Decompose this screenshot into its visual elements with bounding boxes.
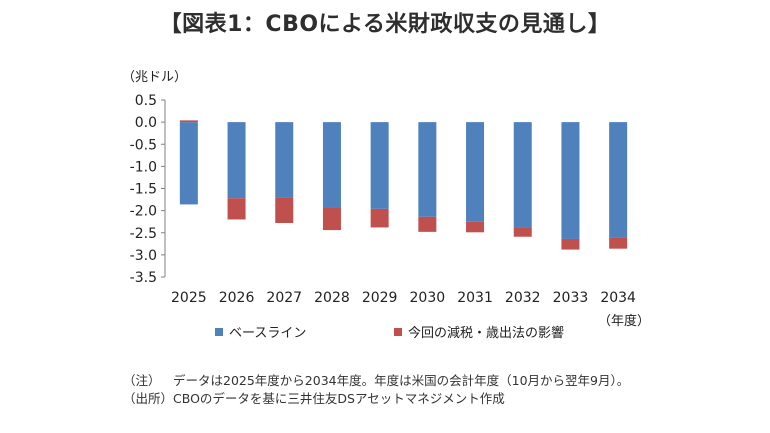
note-row: （注） データは2025年度から2034年度。年度は米国の会計年度（10月から翌… [123,372,629,390]
y-tick-label: -2.0 [130,204,157,220]
bar-impact [275,197,294,224]
bar-baseline [561,122,580,239]
legend-swatch-baseline [215,327,223,336]
bar-impact [466,221,485,233]
x-axis-unit: （年度） [598,314,651,329]
bar-impact [609,237,628,249]
x-tick-label: 2029 [362,290,398,306]
bar-baseline [322,122,341,208]
x-tick-label: 2033 [553,290,589,306]
y-tick-label: 0.5 [135,93,157,109]
x-tick-label: 2030 [410,290,446,306]
bar-baseline [227,122,246,199]
source-text: CBOのデータを基に三井住友DSアセットマネジメント作成 [173,391,505,406]
y-tick-label: -1.0 [130,159,157,175]
bar-baseline [609,122,628,238]
x-tick-label: 2034 [600,290,636,306]
source-row: （出所） CBOのデータを基に三井住友DSアセットマネジメント作成 [123,390,629,408]
y-axis-unit: （兆ドル） [122,70,188,85]
bar-impact [227,198,246,220]
legend-swatch-impact [394,327,402,336]
footnotes: （注） データは2025年度から2034年度。年度は米国の会計年度（10月から翌… [123,372,629,408]
bar-impact [179,120,198,123]
bar-impact [513,227,532,237]
x-tick-label: 2031 [457,290,493,306]
source-tag: （出所） [123,391,174,406]
x-tick-label: 2028 [314,290,350,306]
y-tick-label: -3.5 [130,270,157,286]
bar-impact [418,216,437,232]
x-tick-label: 2027 [266,290,302,306]
note-text: データは2025年度から2034年度。年度は米国の会計年度（10月から翌年9月）… [173,373,630,388]
x-tick-label: 2025 [171,290,207,306]
legend-label-baseline: ベースライン [229,326,307,341]
y-tick-label: -2.5 [130,226,157,242]
x-tick-label: 2032 [505,290,541,306]
bar-baseline [179,122,198,205]
y-tick-label: 0.0 [135,115,157,131]
bar-baseline [370,122,389,209]
bar-impact [322,207,341,231]
bar-baseline [466,122,485,222]
legend-label-impact: 今回の減税・歳出法の影響 [408,326,565,341]
legend-item-baseline: ベースライン [215,322,306,341]
legend-item-impact: 今回の減税・歳出法の影響 [394,322,564,341]
bar-impact [370,208,389,228]
note-tag: （注） [123,373,161,388]
y-tick-label: -0.5 [130,137,157,153]
y-tick-label: -3.0 [130,248,157,264]
bar-impact [561,238,580,250]
bar-baseline [513,122,532,228]
x-tick-label: 2026 [219,290,255,306]
bar-baseline [418,122,437,217]
chart-title: 【図表1：CBOによる米財政収支の見通し】 [159,12,611,37]
bar-baseline [275,122,294,198]
y-tick-label: -1.5 [130,182,157,198]
